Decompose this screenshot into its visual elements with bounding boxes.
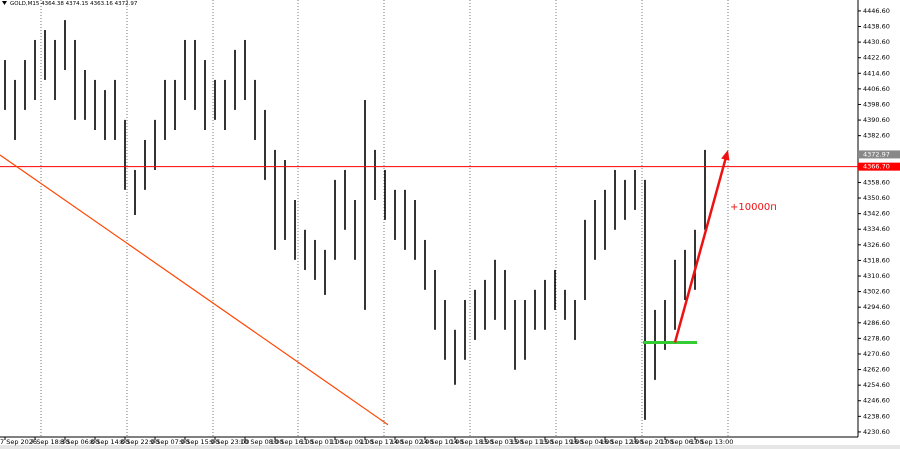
y-tick-label: 4438.60 (863, 23, 890, 31)
x-tick-label: 7 Sep 2026 (0, 438, 37, 446)
x-tick-label: 8 Sep 06:00 (60, 438, 99, 446)
x-tick-label: 16 Sep 20:00 (630, 438, 673, 446)
y-tick-label: 4406.60 (863, 85, 890, 93)
menu-triangle (2, 1, 7, 5)
x-tick-label: 17 Sep 13:00 (690, 438, 733, 446)
y-tick-label: 4334.60 (863, 225, 890, 233)
y-tick-label: 4302.60 (863, 288, 890, 296)
y-tick-label: 4414.60 (863, 69, 890, 77)
x-tick-label: 15 Sep 11:00 (510, 438, 553, 446)
y-tick-label: 4230.60 (863, 428, 890, 436)
x-tick-label: 15 Sep 19:00 (540, 438, 583, 446)
y-tick-label: 4262.60 (863, 366, 890, 374)
y-tick-label: 4382.60 (863, 132, 890, 140)
x-tick-label: 11 Sep 01:00 (300, 438, 343, 446)
y-tick-label: 4278.60 (863, 334, 890, 342)
y-tick-label: 4398.60 (863, 100, 890, 108)
y-tick-label: 4246.60 (863, 397, 890, 405)
price-label: 4372.97 (863, 150, 890, 158)
y-tick-label: 4422.60 (863, 54, 890, 62)
y-tick-label: 4430.60 (863, 38, 890, 46)
x-tick-label: 9 Sep 15:00 (180, 438, 219, 446)
annotation: +10000п (730, 202, 777, 213)
x-tick-label: 7 Sep 18:30 (30, 438, 69, 446)
y-tick-label: 4294.60 (863, 303, 890, 311)
x-tick-label: 16 Sep 04:00 (570, 438, 613, 446)
x-tick-label: 9 Sep 23:00 (210, 438, 249, 446)
arrow-head (721, 149, 730, 161)
y-tick-label: 4254.60 (863, 381, 890, 389)
x-tick-label: 14 Sep 18:00 (450, 438, 493, 446)
level-box (858, 162, 900, 171)
y-tick-label: 4390.60 (863, 116, 890, 124)
x-tick-label: 11 Sep 09:00 (330, 438, 373, 446)
y-tick-label: 4318.60 (863, 256, 890, 264)
y-tick-label: 4446.60 (863, 7, 890, 15)
x-tick-label: 17 Sep 06:00 (660, 438, 703, 446)
x-tick-label: 8 Sep 22:00 (120, 438, 159, 446)
x-tick-label: 9 Sep 07:00 (150, 438, 189, 446)
y-tick-label: 4286.60 (863, 319, 890, 327)
y-tick-label: 4326.60 (863, 241, 890, 249)
x-tick-label: 8 Sep 14:00 (90, 438, 129, 446)
y-tick-label: 4350.60 (863, 194, 890, 202)
y-tick-label: 4238.60 (863, 412, 890, 420)
x-tick-label: 16 Sep 12:00 (600, 438, 643, 446)
level-label: 4366.70 (863, 163, 890, 171)
x-tick-label: 15 Sep 03:00 (480, 438, 523, 446)
price-box (858, 150, 900, 159)
y-tick-label: 4270.60 (863, 350, 890, 358)
y-tick-label: 4342.60 (863, 210, 890, 218)
arrow (673, 155, 728, 343)
x-tick-label: 10 Sep 08:00 (240, 438, 283, 446)
x-tick-label: 11 Sep 17:00 (360, 438, 403, 446)
x-tick-label: 14 Sep 10:00 (420, 438, 463, 446)
trendline (0, 154, 389, 426)
scroll-strip (0, 445, 900, 449)
y-tick-label: 4358.60 (863, 178, 890, 186)
day-separators (40, 0, 729, 437)
chart-title: GOLD,M15 4364.38 4374.15 4363.16 4372.97 (10, 1, 138, 7)
y-tick-label: 4310.60 (863, 272, 890, 280)
x-tick-label: 14 Sep 02:00 (390, 438, 433, 446)
x-tick-label: 10 Sep 16:00 (270, 438, 313, 446)
